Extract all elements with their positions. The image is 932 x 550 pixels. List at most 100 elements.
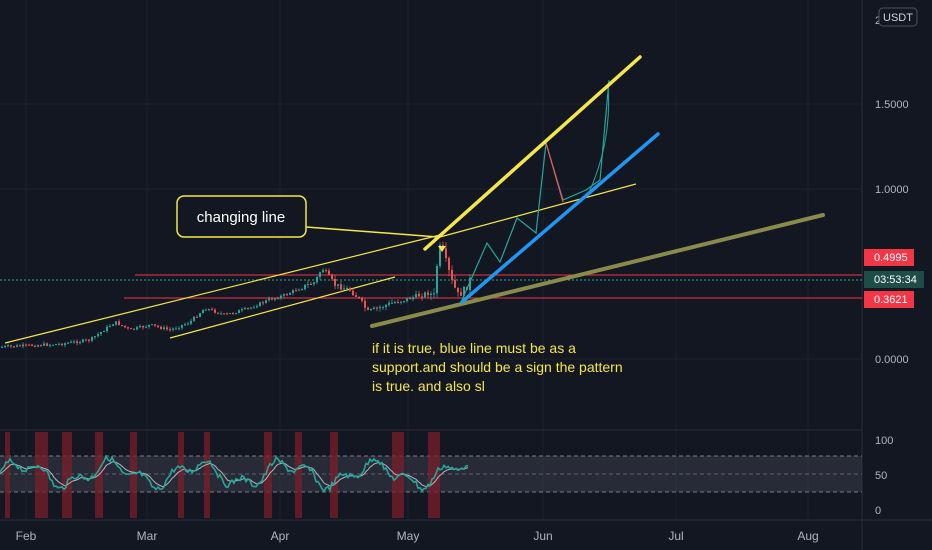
candle-body bbox=[67, 342, 69, 344]
candle-body bbox=[427, 292, 429, 296]
candle-body bbox=[91, 337, 93, 341]
x-tick-apr: Apr bbox=[271, 529, 290, 543]
marker-triangle bbox=[438, 246, 446, 252]
price-label-1: 03:53:34 bbox=[874, 274, 917, 286]
candle-body bbox=[424, 292, 426, 297]
candle-body bbox=[268, 298, 270, 301]
grid bbox=[0, 0, 862, 520]
rsi-pane bbox=[0, 432, 862, 518]
price-labels: 0.4995 03:53:34 0.3621 bbox=[864, 249, 924, 308]
candle-body bbox=[43, 343, 45, 346]
candle-body bbox=[250, 307, 252, 309]
candle-body bbox=[310, 284, 312, 285]
projection-curve bbox=[589, 85, 610, 191]
candle-body bbox=[439, 245, 441, 266]
candle-body bbox=[421, 296, 423, 298]
candle-body bbox=[271, 298, 273, 300]
candle-body bbox=[331, 274, 333, 279]
candle-body bbox=[142, 326, 144, 328]
x-tick-may: May bbox=[397, 529, 420, 543]
candle-body bbox=[313, 282, 315, 285]
candle-body bbox=[160, 326, 162, 329]
candle-body bbox=[373, 307, 375, 310]
candle-body bbox=[205, 309, 207, 311]
candle-body bbox=[121, 325, 123, 327]
price-label-bg-2 bbox=[864, 291, 914, 308]
candle-body bbox=[22, 344, 24, 347]
candle-body bbox=[286, 294, 288, 296]
candle-body bbox=[112, 324, 114, 326]
candle-body bbox=[19, 345, 21, 347]
rsi-highlight-strip bbox=[62, 432, 72, 518]
candle-body bbox=[370, 309, 372, 310]
candle-body bbox=[235, 313, 237, 315]
candle-body bbox=[295, 290, 297, 292]
candle-body bbox=[445, 248, 447, 258]
x-tick-aug: Aug bbox=[797, 529, 818, 543]
candle-body bbox=[379, 307, 381, 309]
time-axis: Feb Mar Apr May Jun Jul Aug bbox=[16, 529, 819, 543]
candle-body bbox=[289, 293, 291, 295]
candle-body bbox=[229, 313, 231, 315]
candle-body bbox=[346, 288, 348, 289]
candle-body bbox=[202, 309, 204, 314]
candle-body bbox=[190, 320, 192, 324]
candle-body bbox=[238, 310, 240, 314]
candle-body bbox=[133, 328, 135, 330]
x-tick-jun: Jun bbox=[533, 529, 552, 543]
candle-body bbox=[220, 313, 222, 315]
candle-body bbox=[355, 295, 357, 297]
currency-badge[interactable] bbox=[878, 7, 918, 27]
candle-body bbox=[166, 327, 168, 330]
candle-body bbox=[151, 324, 153, 326]
candle-body bbox=[316, 277, 318, 283]
candle-body bbox=[382, 307, 384, 309]
candle-body bbox=[259, 302, 261, 307]
candle-body bbox=[325, 270, 327, 272]
candle-body bbox=[49, 344, 51, 346]
candle-body bbox=[34, 345, 36, 347]
candle-body bbox=[52, 344, 54, 346]
candle-body bbox=[256, 306, 258, 308]
price-label-2: 0.3621 bbox=[874, 294, 908, 306]
candle-body bbox=[37, 345, 39, 347]
candle-body bbox=[307, 284, 309, 285]
x-tick-feb: Feb bbox=[16, 529, 37, 543]
candle-body bbox=[217, 312, 219, 314]
candle-body bbox=[145, 326, 147, 328]
candle-body bbox=[97, 334, 99, 337]
candle-body bbox=[412, 297, 414, 300]
candle-body bbox=[76, 341, 78, 344]
candle-body bbox=[436, 266, 438, 294]
candle-body bbox=[304, 284, 306, 290]
candle-body bbox=[361, 297, 363, 301]
note-line-1: if it is true, blue line must be as a bbox=[372, 340, 576, 356]
candle-body bbox=[64, 343, 66, 346]
rsi-highlight-strip bbox=[264, 432, 272, 518]
candle-body bbox=[16, 345, 18, 347]
candle-body bbox=[10, 345, 12, 347]
candle-body bbox=[241, 309, 243, 311]
candle-body bbox=[223, 313, 225, 315]
projection-path bbox=[461, 79, 610, 301]
rsi-highlight-strip bbox=[428, 432, 440, 518]
candle-body bbox=[358, 296, 360, 298]
candle-body bbox=[364, 300, 366, 308]
candle-body bbox=[397, 302, 399, 304]
candle-body bbox=[280, 295, 282, 299]
rsi-highlight-strip bbox=[35, 432, 48, 518]
candle-body bbox=[70, 341, 72, 343]
rsi-highlight-strip bbox=[295, 432, 302, 518]
yellow-trendline bbox=[423, 55, 642, 251]
y-tick-0: 0.0000 bbox=[875, 354, 909, 366]
projection-down-move bbox=[545, 142, 564, 203]
candle-body bbox=[175, 328, 177, 330]
rsi-tick-0: 0 bbox=[875, 505, 881, 517]
candle-body bbox=[367, 307, 369, 310]
candle-body bbox=[277, 298, 279, 300]
rsi-highlight-strip bbox=[178, 432, 184, 518]
candle-body bbox=[454, 279, 456, 288]
callout-text: changing line bbox=[197, 209, 285, 226]
candle-body bbox=[292, 290, 294, 293]
